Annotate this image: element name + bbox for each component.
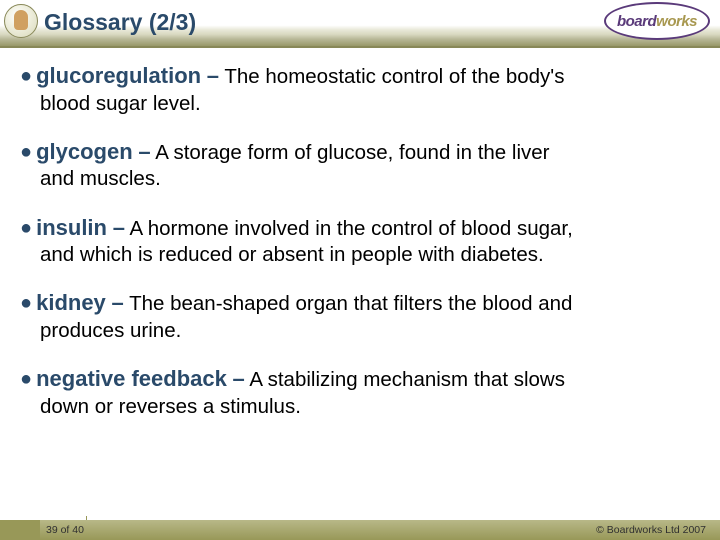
logo-oval: boardworks <box>604 2 710 40</box>
term: negative feedback <box>36 366 227 391</box>
definition-first-line: The bean-shaped organ that filters the b… <box>129 292 572 315</box>
bullet-icon: ● <box>20 141 32 163</box>
bullet-icon: ● <box>20 368 32 390</box>
definition-continuation: down or reverses a stimulus. <box>40 394 700 420</box>
term: kidney <box>36 290 106 315</box>
definition-continuation: blood sugar level. <box>40 91 700 117</box>
dash: – <box>138 139 150 164</box>
bullet-icon: ● <box>20 65 32 87</box>
definition-continuation: produces urine. <box>40 318 700 344</box>
footer-bar: 39 of 40 © Boardworks Ltd 2007 <box>0 520 720 540</box>
definition-first-line: A hormone involved in the control of blo… <box>130 217 573 240</box>
page-counter: 39 of 40 <box>46 524 84 536</box>
dash: – <box>233 366 245 391</box>
definition-continuation: and which is reduced or absent in people… <box>40 242 700 268</box>
subject-icon <box>4 4 38 38</box>
logo-text: boardworks <box>617 13 697 30</box>
definition-first-line: The homeostatic control of the body's <box>224 65 564 88</box>
footer-accent <box>0 520 40 540</box>
glossary-entry: ●glucoregulation – The homeostatic contr… <box>20 62 700 117</box>
copyright: © Boardworks Ltd 2007 <box>596 524 706 536</box>
glossary-entry: ●insulin – A hormone involved in the con… <box>20 214 700 269</box>
glossary-entry: ●negative feedback – A stabilizing mecha… <box>20 365 700 420</box>
term: insulin <box>36 215 107 240</box>
dash: – <box>207 63 219 88</box>
boardworks-logo: boardworks <box>604 2 712 42</box>
header-bar: Glossary (2/3) boardworks <box>0 0 720 48</box>
term: glucoregulation <box>36 63 201 88</box>
term: glycogen <box>36 139 133 164</box>
logo-text-board: board <box>617 13 656 30</box>
definition-first-line: A stabilizing mechanism that slows <box>249 368 565 391</box>
logo-text-works: works <box>656 13 697 30</box>
bullet-icon: ● <box>20 217 32 239</box>
glossary-content: ●glucoregulation – The homeostatic contr… <box>0 48 720 420</box>
page-title: Glossary (2/3) <box>44 9 196 36</box>
definition-first-line: A storage form of glucose, found in the … <box>155 141 549 164</box>
glossary-entry: ●glycogen – A storage form of glucose, f… <box>20 138 700 193</box>
dash: – <box>113 215 125 240</box>
glossary-entry: ●kidney – The bean-shaped organ that fil… <box>20 289 700 344</box>
header-left: Glossary (2/3) <box>4 4 196 38</box>
bullet-icon: ● <box>20 292 32 314</box>
dash: – <box>112 290 124 315</box>
definition-continuation: and muscles. <box>40 166 700 192</box>
